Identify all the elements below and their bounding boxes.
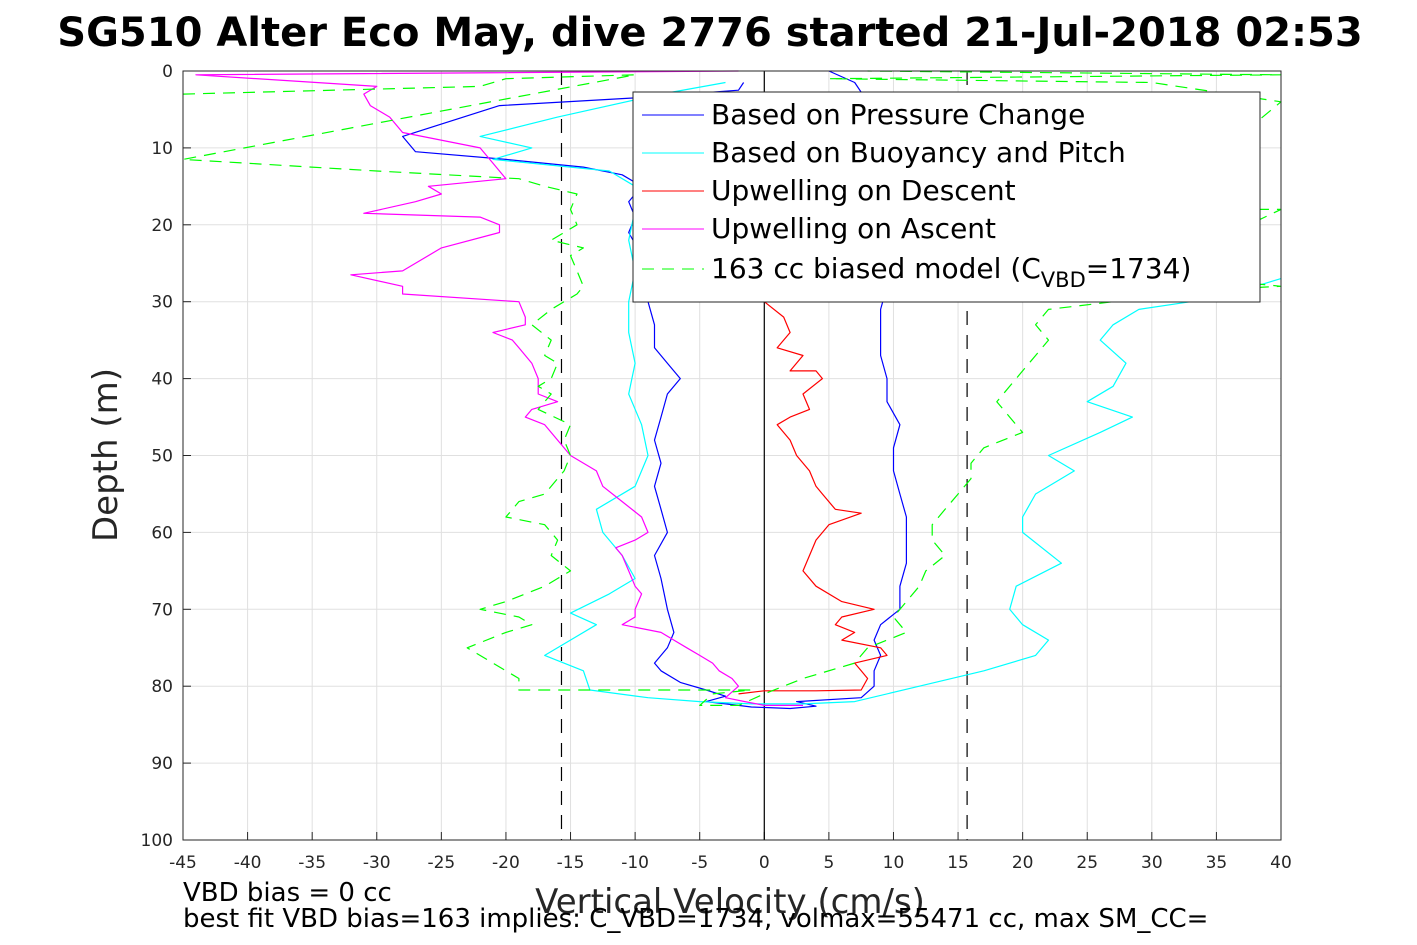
legend-label-model: 163 cc biased model (CVBD=1734) (711, 252, 1191, 292)
y-tick-label: 40 (151, 370, 173, 390)
x-axis-label: Vertical Velocity (cm/s) (535, 882, 925, 922)
series-layer (182, 70, 1282, 710)
legend-label-model-value: =1734) (1086, 252, 1192, 285)
x-tick-label: -35 (298, 853, 326, 873)
x-tick-label: 15 (947, 853, 969, 873)
x-tick-label: 20 (1012, 853, 1034, 873)
y-tick-label: 90 (151, 754, 173, 774)
legend-box (632, 91, 1261, 303)
y-tick-label: 80 (151, 677, 173, 697)
plot-frame (182, 70, 1282, 841)
series-line-3 (195, 70, 803, 707)
y-tick-label: 20 (151, 216, 173, 236)
x-tick-label: -5 (691, 853, 708, 873)
x-tick-label: 0 (759, 853, 770, 873)
legend-label-buoyancy: Based on Buoyancy and Pitch (711, 136, 1126, 169)
y-tick-label: 60 (151, 523, 173, 543)
x-tick-label: -40 (234, 853, 262, 873)
y-tick-label: 50 (151, 447, 173, 467)
x-tick-label: 25 (1076, 853, 1098, 873)
legend-label-ascent: Upwelling on Ascent (711, 212, 996, 245)
y-tick-label: 100 (141, 831, 173, 851)
x-tick-label: 40 (1270, 853, 1292, 873)
legend-label-pressure: Based on Pressure Change (711, 98, 1085, 131)
legend-label-model-subscript: VBD (1041, 268, 1086, 292)
series-line-2 (738, 301, 888, 695)
y-tick-labels: 0 10 20 30 40 50 60 70 80 90 100 (141, 62, 173, 851)
x-tick-label: -30 (363, 853, 391, 873)
x-tick-label: -25 (427, 853, 455, 873)
legend-label-descent: Upwelling on Descent (711, 174, 1016, 207)
legend: Based on Pressure Change Based on Buoyan… (632, 91, 1261, 303)
y-tick-label: 70 (151, 600, 173, 620)
annotation-vbd-bias: VBD bias = 0 cc (183, 878, 392, 908)
x-tick-label: 30 (1141, 853, 1163, 873)
legend-label-model-main: 163 cc biased model (C (711, 252, 1041, 285)
y-tick-label: 10 (151, 139, 173, 159)
y-tick-label: 30 (151, 293, 173, 313)
x-tick-label: 10 (883, 853, 905, 873)
x-tick-label: 35 (1206, 853, 1228, 873)
y-tick-label: 0 (162, 62, 173, 82)
x-tick-label: 5 (823, 853, 834, 873)
series-line-1 (479, 81, 1282, 705)
x-tick-label: -20 (492, 853, 520, 873)
x-tick-label: -45 (169, 853, 197, 873)
y-axis-label: Depth (m) (86, 368, 126, 542)
annotation-best-fit: best fit VBD bias=163 implies: C_VBD=173… (183, 904, 1208, 934)
x-tick-label: -10 (621, 853, 649, 873)
chart-title: SG510 Alter Eco May, dive 2776 started 2… (57, 10, 1362, 56)
x-tick-labels: -45 -40 -35 -30 -25 -20 -15 -10 -5 0 5 10 15 20 25 30 35… (169, 853, 1292, 873)
x-tick-label: -15 (557, 853, 585, 873)
